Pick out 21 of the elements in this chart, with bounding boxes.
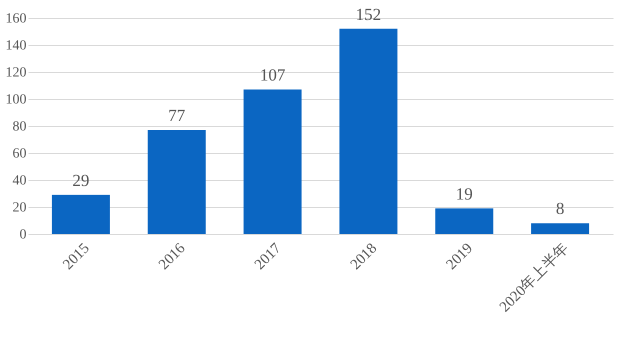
data-label: 77 <box>168 106 186 126</box>
bar <box>52 194 110 234</box>
data-label: 29 <box>72 170 90 190</box>
bar <box>339 28 398 234</box>
y-tick-label: 100 <box>6 92 26 108</box>
y-tick-label: 80 <box>12 120 26 134</box>
y-tick-label: 60 <box>12 146 26 162</box>
bar <box>435 208 494 234</box>
y-tick-label: 0 <box>20 228 26 242</box>
data-label: 107 <box>260 66 286 85</box>
bar <box>148 130 206 234</box>
bar <box>531 223 590 234</box>
y-tick-label: 20 <box>12 200 26 216</box>
data-label: 152 <box>356 4 382 24</box>
y-tick-label: 120 <box>6 66 26 80</box>
y-tick-label: 40 <box>12 174 26 188</box>
data-label: 8 <box>556 199 564 218</box>
y-tick-label: 140 <box>6 38 26 54</box>
y-tick-label: 160 <box>6 12 26 26</box>
data-label: 19 <box>456 184 473 204</box>
bar <box>244 90 302 234</box>
